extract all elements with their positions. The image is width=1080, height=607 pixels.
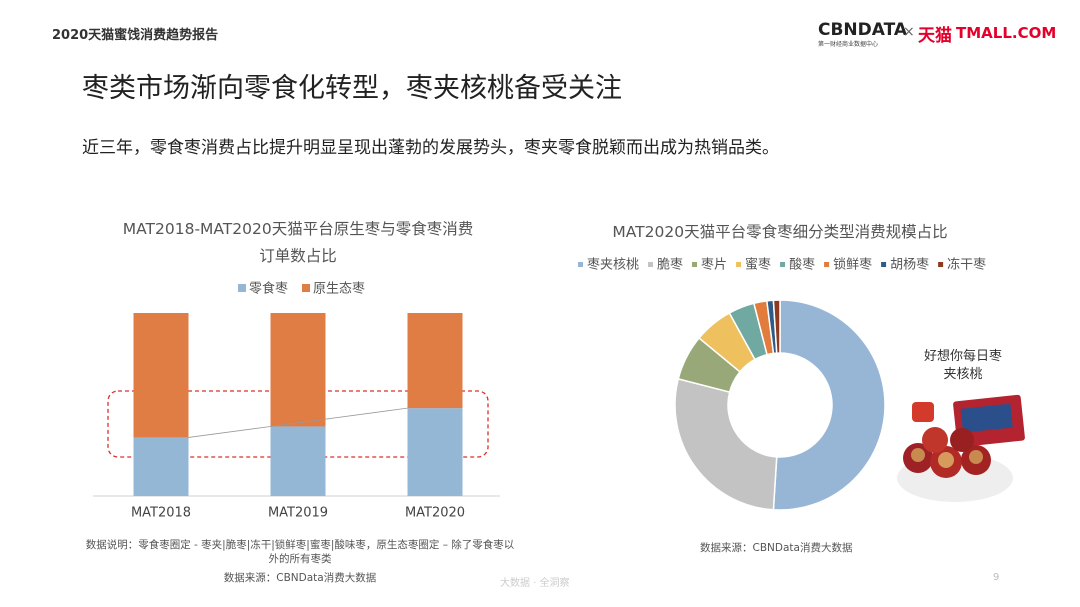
donut-segment xyxy=(772,299,781,354)
legend-label: 原生态枣 xyxy=(313,282,365,297)
bar-segment xyxy=(407,313,463,409)
x-tick-label: MAT2018 xyxy=(131,506,191,521)
legend-swatch xyxy=(648,262,654,267)
bar-segment xyxy=(407,408,463,496)
x-tick-label: MAT2019 xyxy=(268,506,328,521)
trend-line xyxy=(188,407,408,438)
legend-label: 脆枣 xyxy=(657,257,683,273)
logo-tmall-en: TMALL.COM xyxy=(956,24,1057,42)
legend-swatch xyxy=(692,262,698,267)
bar-segment xyxy=(133,313,189,438)
legend-label: 枣夹核桃 xyxy=(587,258,639,273)
footer-tagline: 大数据 · 全洞察 xyxy=(500,578,570,589)
legend-swatch xyxy=(736,262,742,267)
logo-cbn: CBNDATA xyxy=(818,20,908,40)
legend-label: 胡杨枣 xyxy=(890,258,929,273)
report-name: 2020天猫蜜饯消费趋势报告 xyxy=(52,28,219,43)
legend-swatch xyxy=(938,262,944,267)
logo-tmall: 天猫 xyxy=(918,26,952,46)
product-annotation: 好想你每日枣夹核桃 xyxy=(923,349,1002,382)
legend-swatch xyxy=(881,262,887,267)
legend-label: 零食枣 xyxy=(249,281,288,297)
donut-segment xyxy=(674,377,778,511)
bar-segment xyxy=(270,426,326,496)
chart-note: 数据说明：零食枣圈定 - 枣夹|脆枣|冻干|锁鲜枣|蜜枣|酸味枣，原生态枣圈定 … xyxy=(85,539,515,565)
bar-segment xyxy=(133,437,189,496)
chart-source: 数据来源：CBNData消费大数据 xyxy=(700,542,853,554)
donut-segment xyxy=(772,299,886,511)
bar-segment xyxy=(270,313,326,427)
product-image xyxy=(897,394,1025,502)
logo-x: × xyxy=(903,24,915,40)
legend-swatch xyxy=(302,284,311,292)
legend-swatch xyxy=(238,284,246,292)
legend-label: 锁鲜枣 xyxy=(833,257,872,273)
logo-cbn-sub: 第一财经商业数据中心 xyxy=(818,41,879,48)
chart-source: 数据来源：CBNData消费大数据 xyxy=(223,572,377,584)
legend-label: 酸枣 xyxy=(789,258,815,273)
x-tick-label: MAT2020 xyxy=(405,506,465,521)
legend-swatch xyxy=(780,262,786,267)
chart-title: MAT2020天猫平台零食枣细分类型消费规模占比 xyxy=(612,223,948,241)
legend-swatch xyxy=(578,262,583,267)
slide-title: 枣类市场渐向零食化转型，枣夹核桃备受关注 xyxy=(82,73,622,104)
legend-label: 蜜枣 xyxy=(745,258,771,273)
legend-label: 枣片 xyxy=(701,258,727,273)
slide-subtitle: 近三年，零食枣消费占比提升明显呈现出蓬勃的发展势头，枣夹零食脱颖而出成为热销品类… xyxy=(82,138,779,158)
chart-title: MAT2018-MAT2020天猫平台原生枣与零食枣消费订单数占比 xyxy=(122,220,474,265)
legend-label: 冻干枣 xyxy=(947,257,986,273)
legend-swatch xyxy=(824,262,830,267)
page-number: 9 xyxy=(993,572,1000,583)
